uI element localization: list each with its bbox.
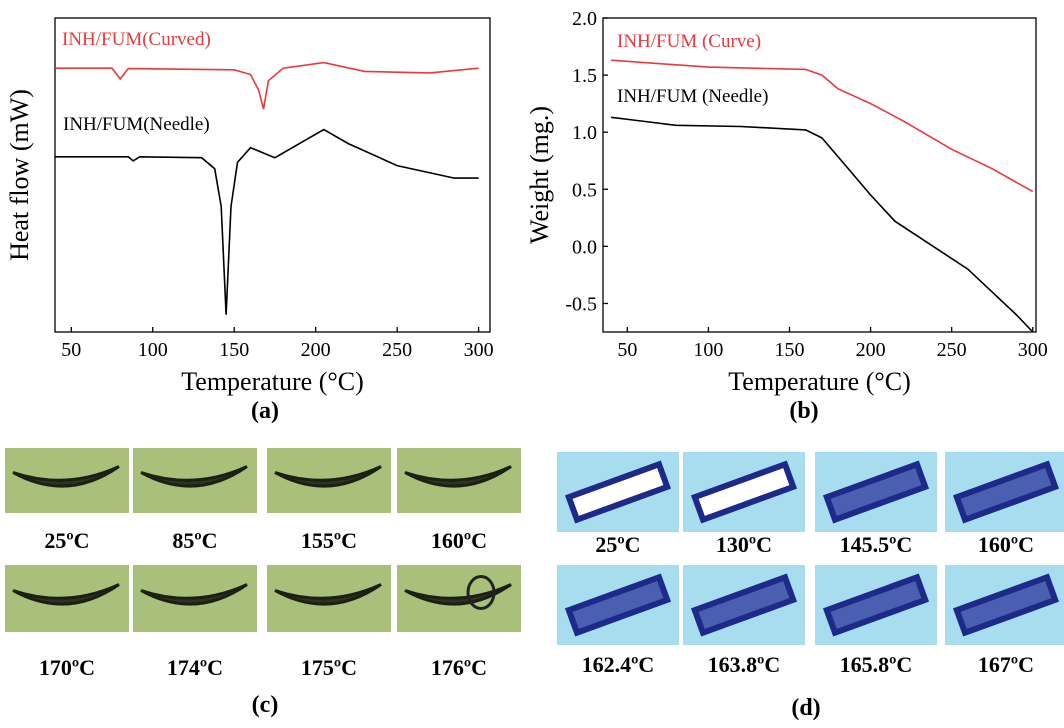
- micrograph-label: 160ºC: [431, 528, 487, 553]
- x-tick-label: 300: [1018, 339, 1048, 361]
- x-axis-label: Temperature (°C): [181, 367, 364, 396]
- crystal: [140, 465, 248, 488]
- crystal: [274, 583, 382, 606]
- micrograph-label: 163.8ºC: [708, 652, 781, 677]
- y-axis-label: Heat flow (mW): [5, 89, 34, 261]
- plot-frame: [602, 17, 1037, 333]
- series-label: INH/FUM (Needle): [617, 86, 768, 107]
- x-tick-label: 200: [301, 339, 331, 361]
- x-tick-label: 50: [617, 339, 637, 361]
- crystal: [952, 573, 1060, 637]
- micrograph-label: 145.5ºC: [840, 532, 913, 557]
- x-tick-label: 250: [382, 339, 412, 361]
- crystal: [12, 465, 120, 488]
- x-tick-label: 150: [774, 339, 804, 361]
- micrograph-label: 162.4ºC: [582, 652, 655, 677]
- x-tick-label: 100: [693, 339, 723, 361]
- micrograph-label: 130ºC: [716, 532, 772, 557]
- y-tick-label: 0.5: [572, 179, 597, 201]
- crystal: [690, 460, 798, 524]
- micrograph-label: 174ºC: [167, 655, 223, 680]
- data-line: [611, 59, 1034, 193]
- series-label: INH/FUM(Curved): [62, 29, 211, 50]
- x-tick-label: 100: [138, 339, 168, 361]
- y-axis-label: Weight (mg.): [525, 106, 554, 244]
- crystal: [822, 573, 930, 637]
- data-line: [55, 128, 479, 315]
- x-tick-label: 300: [464, 339, 494, 361]
- data-line: [611, 116, 1034, 333]
- crystal: [952, 460, 1060, 524]
- crystal: [404, 465, 512, 488]
- micrograph-label: 170ºC: [39, 655, 95, 680]
- crystal: [140, 583, 248, 606]
- panel-caption: (a): [251, 398, 279, 424]
- micrograph-label: 155ºC: [301, 528, 357, 553]
- y-tick-label: 2.0: [572, 8, 597, 30]
- y-tick-label: 1.0: [572, 122, 597, 144]
- x-tick-label: 250: [937, 339, 967, 361]
- micrograph-label: 165.8ºC: [840, 652, 913, 677]
- crystal: [690, 573, 798, 637]
- series-label: INH/FUM(Needle): [63, 114, 210, 135]
- crystal: [404, 583, 512, 606]
- panel-caption: (b): [789, 398, 818, 424]
- y-tick-label: 0.0: [572, 236, 597, 258]
- x-tick-label: 50: [61, 339, 81, 361]
- micrograph-label: 176ºC: [431, 655, 487, 680]
- micrograph-label: 167ºC: [978, 652, 1034, 677]
- micrograph-label: 160ºC: [978, 532, 1034, 557]
- micrograph-label: 25ºC: [595, 532, 640, 557]
- crystal: [564, 460, 672, 524]
- x-axis-label: Temperature (°C): [728, 367, 911, 396]
- y-tick-label: -0.5: [565, 293, 597, 315]
- panel-caption: (c): [252, 692, 279, 718]
- micrograph-label: 85ºC: [172, 528, 217, 553]
- crystal: [564, 573, 672, 637]
- crystal: [822, 460, 930, 524]
- micrograph-label: 25ºC: [44, 528, 89, 553]
- y-tick-label: 1.5: [572, 65, 597, 87]
- plot-frame: [54, 17, 491, 333]
- x-tick-label: 200: [856, 339, 886, 361]
- bubble: [466, 575, 496, 610]
- data-line: [55, 61, 479, 110]
- micrograph-label: 175ºC: [301, 655, 357, 680]
- crystal: [12, 583, 120, 606]
- panel-caption: (d): [791, 695, 820, 721]
- x-tick-label: 150: [219, 339, 249, 361]
- crystal: [274, 465, 382, 488]
- series-label: INH/FUM (Curve): [617, 31, 761, 52]
